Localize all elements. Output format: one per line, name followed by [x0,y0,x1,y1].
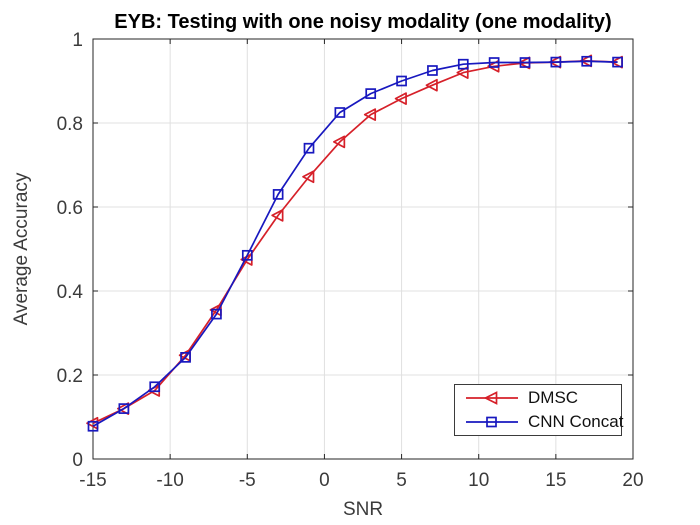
x-tick-label: 5 [396,470,407,491]
x-tick-label: -5 [239,470,256,491]
axis-layer [92,38,634,460]
legend: DMSC CNN Concat [454,384,624,436]
dmsc-triangle-left-marker [302,170,315,184]
y-tick-label: 0.4 [57,282,84,303]
dmsc-triangle-left-marker [363,108,377,121]
legend-item-dmsc: DMSC [465,387,621,409]
x-tick-label: 20 [622,470,643,491]
legend-label-dmsc: DMSC [528,388,579,407]
cnn-concat-square-marker [581,55,593,67]
y-axis-label: Average Accuracy [11,172,32,325]
x-tick-label: 10 [468,470,489,491]
cnn-concat-square-marker [488,57,500,68]
cnn-concat-square-marker [396,75,407,87]
cnn-concat-square-marker [334,107,346,118]
cnn-concat-square-marker [180,352,191,363]
cnn-concat-square-marker [303,142,315,154]
grid-layer [93,39,633,459]
series-layer [86,54,623,432]
triangle-left-marker-icon [483,391,498,405]
series-line-cnn-concat [92,60,618,427]
y-tick-label: 1 [72,30,83,51]
cnn-concat-square-marker [149,381,161,393]
cnn-concat-square-marker [550,56,562,68]
dmsc-line-sample [466,391,518,405]
legend-label-cnn-concat: CNN Concat [528,412,624,431]
cnn-concat-square-marker [365,88,377,99]
cnn-concat-square-marker [211,308,222,320]
x-tick-label: -15 [79,470,106,491]
y-tick-label: 0.8 [57,114,83,135]
y-tick-label: 0.6 [57,198,83,219]
cnn-concat-square-marker [241,249,253,261]
cnn-concat-square-marker [427,65,438,76]
plot-border [92,38,634,460]
cnn-concat-square-marker [612,56,623,68]
dmsc-triangle-left-marker [333,135,346,149]
cnn-concat-square-marker [457,58,469,70]
cnn-concat-line-sample [466,416,518,428]
x-tick-label: -10 [156,470,183,491]
dmsc-triangle-left-marker [271,209,284,222]
cnn-concat-square-marker [87,420,99,432]
cnn-concat-square-marker [118,403,130,414]
x-tick-label: 15 [545,470,566,491]
square-marker-icon [486,416,497,428]
dmsc-triangle-left-marker [425,78,438,92]
cnn-concat-square-marker [272,189,284,200]
series-line-dmsc [92,59,618,425]
x-axis-label: SNR [343,499,383,520]
y-tick-label: 0 [72,450,83,471]
dmsc-triangle-left-marker [394,92,407,105]
y-tick-label: 0.2 [57,366,83,387]
chart-title: EYB: Testing with one noisy modality (on… [114,11,611,33]
legend-item-cnn-concat: CNN Concat [465,411,624,433]
cnn-concat-square-marker [519,57,531,68]
tick-label-layer: -15 -10 -5 0 5 10 15 20 0 0.2 0.4 0.6 0.8 1 [57,30,644,491]
dmsc-triangle-left-marker [456,66,469,79]
x-tick-label: 0 [319,470,330,491]
